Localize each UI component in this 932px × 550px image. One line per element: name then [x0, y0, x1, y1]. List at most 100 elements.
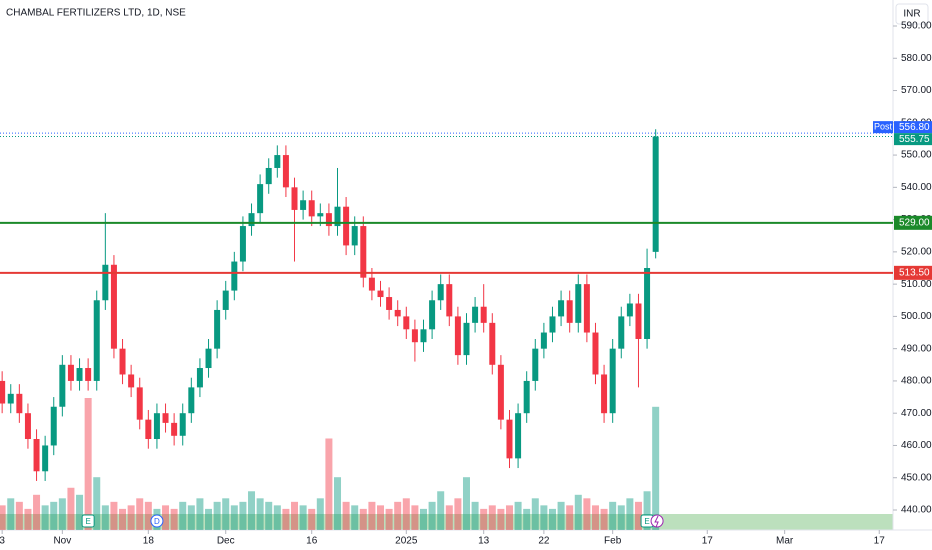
- volume-bar: [617, 505, 625, 530]
- volume-bar: [385, 508, 393, 530]
- candle-body: [480, 306, 487, 323]
- volume-bar: [574, 494, 582, 530]
- candle-body: [76, 368, 83, 381]
- candle-body: [644, 268, 651, 339]
- volume-bar: [144, 501, 152, 530]
- volume-bar: [634, 501, 642, 530]
- volume-bar: [557, 501, 565, 530]
- candle-body: [566, 300, 573, 323]
- candle-body: [222, 290, 229, 310]
- candle-body: [601, 374, 608, 414]
- volume-bar: [316, 498, 324, 530]
- candle-body: [248, 213, 255, 227]
- x-tick-label: 17: [874, 536, 886, 547]
- currency-button[interactable]: [895, 3, 929, 25]
- volume-bar: [0, 505, 6, 530]
- price-level-label: 529.00: [899, 217, 930, 228]
- candle-body: [59, 364, 66, 407]
- volume-bar: [58, 498, 66, 530]
- volume-bar: [480, 508, 488, 530]
- candle-body: [42, 445, 49, 472]
- candle-body: [592, 332, 599, 375]
- split-bolt: [654, 515, 659, 528]
- y-tick-label: 470.00: [901, 408, 932, 419]
- volume-bar: [76, 494, 84, 530]
- x-tick-label: Nov: [53, 536, 71, 547]
- candle-body: [351, 226, 358, 246]
- candle-body: [609, 348, 616, 414]
- volume-bar: [428, 501, 436, 530]
- volume-bar: [308, 508, 316, 530]
- candle-body: [102, 264, 109, 301]
- last-price-tag: [894, 133, 932, 146]
- volume-ma-band: [0, 514, 893, 530]
- candle-body: [343, 206, 350, 246]
- volume-bar: [282, 508, 290, 530]
- candle-body: [437, 284, 444, 301]
- volume-bar: [359, 508, 367, 530]
- candle-body: [472, 306, 479, 323]
- candle-body: [274, 155, 281, 168]
- candle-body: [575, 284, 582, 323]
- volume-bar: [256, 498, 264, 530]
- candle-body: [540, 332, 547, 349]
- x-tick-label: Feb: [604, 536, 622, 547]
- candle-body: [420, 329, 427, 343]
- volume-bar: [33, 494, 41, 530]
- event-marker: [81, 514, 95, 528]
- volume-bar: [67, 487, 75, 530]
- chart-title: CHAMBAL FERTILIZERS LTD, 1D, NSE: [6, 8, 186, 19]
- currency[interactable]: INR: [903, 9, 920, 20]
- candle-body: [196, 368, 203, 388]
- candle-body: [231, 261, 238, 291]
- candle-body: [454, 316, 461, 356]
- post-name: Post: [874, 122, 893, 132]
- price-level-tag: [894, 265, 932, 280]
- volume-bar: [600, 508, 608, 530]
- candle-body: [506, 419, 513, 459]
- volume-bar: [411, 505, 419, 530]
- candle-body: [85, 368, 92, 381]
- volume-bar: [471, 501, 479, 530]
- volume-bar: [548, 508, 556, 530]
- y-tick-label: 570.00: [901, 85, 932, 96]
- candle-body: [214, 309, 221, 349]
- volume-bar: [437, 491, 445, 530]
- volume-bar: [583, 498, 591, 530]
- volume-bar: [291, 501, 299, 530]
- event-marker: [150, 514, 164, 528]
- volume-bar: [540, 505, 548, 530]
- candle-body: [119, 348, 126, 375]
- x-tick-label: 3: [0, 536, 5, 547]
- y-tick-label: 540.00: [901, 182, 932, 193]
- volume-bar: [454, 498, 462, 530]
- volume-bar: [394, 501, 402, 530]
- volume-bar: [505, 505, 513, 530]
- y-tick-label: 440.00: [901, 505, 932, 516]
- volume-bar: [50, 501, 58, 530]
- candle-body: [489, 322, 496, 365]
- last-price-label: 555.75: [899, 134, 930, 145]
- volume-bar: [609, 501, 617, 530]
- candle-body: [145, 419, 152, 440]
- y-tick-label: 450.00: [901, 472, 932, 483]
- candle-body: [291, 187, 298, 210]
- volume-bar: [187, 505, 195, 530]
- volume-bar: [41, 505, 49, 530]
- volume-bar: [334, 477, 342, 530]
- price-level-tag: [894, 215, 932, 230]
- volume-bar: [196, 498, 204, 530]
- post-price-tag: [894, 121, 932, 134]
- y-tick-label: 460.00: [901, 440, 932, 451]
- candle-body: [110, 264, 117, 349]
- volume-bar: [265, 501, 273, 530]
- x-tick-label: 18: [143, 536, 155, 547]
- volume-bar: [419, 508, 427, 530]
- candle-body: [394, 309, 401, 317]
- candle-body: [205, 348, 212, 369]
- candle-body: [179, 413, 186, 436]
- volume-bar: [497, 508, 505, 530]
- volume-bar: [445, 505, 453, 530]
- post-tag: [873, 121, 893, 134]
